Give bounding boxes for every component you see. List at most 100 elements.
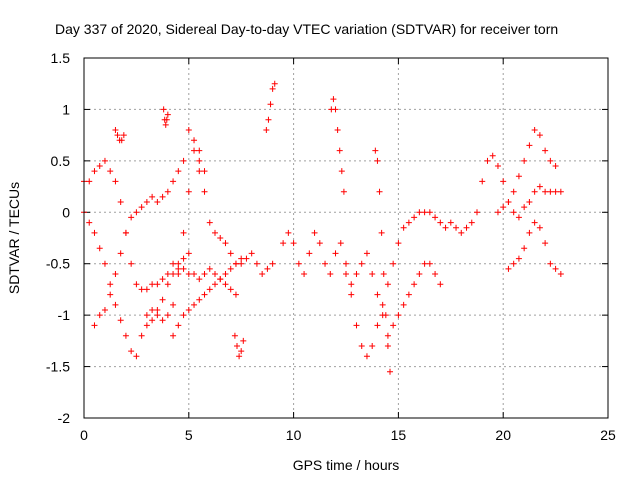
data-point xyxy=(185,188,192,195)
data-point xyxy=(175,265,182,272)
data-point xyxy=(267,101,274,108)
data-point xyxy=(374,291,381,298)
data-point xyxy=(526,142,533,149)
data-point xyxy=(306,250,313,257)
data-point xyxy=(437,281,444,288)
data-point xyxy=(369,343,376,349)
data-point xyxy=(269,85,276,92)
x-axis-label: GPS time / hours xyxy=(293,457,400,473)
x-tick-label: 20 xyxy=(495,427,511,443)
data-point xyxy=(526,229,533,236)
data-point xyxy=(191,147,198,154)
data-point xyxy=(159,317,166,324)
data-point xyxy=(149,317,156,324)
data-point xyxy=(336,147,343,154)
data-point xyxy=(426,209,433,216)
data-point xyxy=(118,137,125,144)
data-points xyxy=(81,80,564,375)
data-point xyxy=(378,229,385,236)
data-point xyxy=(505,199,512,205)
y-tick-label: 0 xyxy=(62,204,70,220)
data-point xyxy=(191,137,198,144)
data-point xyxy=(340,188,347,195)
data-point xyxy=(494,163,501,169)
data-point xyxy=(411,281,418,288)
data-point xyxy=(212,271,218,277)
series-5 xyxy=(143,265,239,329)
data-point xyxy=(374,322,381,329)
data-point xyxy=(206,265,213,272)
data-point xyxy=(521,157,528,164)
data-point xyxy=(227,265,234,272)
data-point xyxy=(162,121,169,128)
data-point xyxy=(143,322,150,329)
y-tick-label: -1.5 xyxy=(46,359,70,375)
data-point xyxy=(163,116,170,123)
data-point xyxy=(201,291,208,298)
data-point xyxy=(112,271,119,277)
data-point xyxy=(231,332,238,339)
data-point xyxy=(531,219,538,226)
data-point xyxy=(369,271,376,277)
data-point xyxy=(185,250,192,257)
data-point xyxy=(164,188,171,195)
data-point xyxy=(164,312,171,319)
data-point xyxy=(240,337,247,344)
y-axis-label: SDTVAR / TECUs xyxy=(6,182,22,294)
data-point xyxy=(180,157,187,164)
data-point xyxy=(154,281,161,288)
data-point xyxy=(416,209,423,216)
data-point xyxy=(348,281,355,288)
x-tick-label: 15 xyxy=(391,427,407,443)
data-point xyxy=(358,260,365,267)
data-point xyxy=(290,240,297,247)
data-point xyxy=(112,127,119,133)
data-point xyxy=(101,307,108,313)
data-point xyxy=(334,127,341,133)
data-point xyxy=(411,214,418,221)
plot-frame xyxy=(83,57,609,419)
data-point xyxy=(133,281,140,288)
data-point xyxy=(149,307,156,313)
data-point xyxy=(259,271,266,277)
data-point xyxy=(363,353,370,360)
data-point xyxy=(138,204,145,211)
data-point xyxy=(421,209,428,216)
data-point xyxy=(217,235,224,241)
data-point xyxy=(500,204,507,211)
data-point xyxy=(390,322,397,329)
grid-lines xyxy=(84,58,608,418)
data-point xyxy=(96,163,103,169)
data-point xyxy=(253,260,260,267)
data-point xyxy=(432,271,439,277)
data-point xyxy=(128,260,135,267)
data-point xyxy=(159,276,166,283)
data-point xyxy=(227,250,234,257)
data-point xyxy=(442,224,449,231)
data-point xyxy=(542,188,549,195)
data-point xyxy=(384,343,391,349)
series-11 xyxy=(328,96,347,195)
data-point xyxy=(138,286,145,293)
data-point xyxy=(353,322,360,329)
series-10 xyxy=(280,229,365,288)
data-point xyxy=(343,260,349,267)
data-point xyxy=(236,353,243,360)
data-point xyxy=(170,271,177,277)
data-point xyxy=(117,317,124,324)
data-point xyxy=(332,106,339,113)
y-tick-label: 0.5 xyxy=(51,153,71,169)
data-point xyxy=(232,260,239,267)
series-15 xyxy=(447,152,564,236)
data-point xyxy=(311,229,318,236)
data-point xyxy=(405,219,412,226)
data-point xyxy=(86,219,93,226)
data-point xyxy=(395,312,402,319)
series-9 xyxy=(263,80,278,133)
data-point xyxy=(363,250,370,257)
data-point xyxy=(170,301,177,308)
data-point xyxy=(238,255,245,262)
data-point xyxy=(91,229,98,236)
x-tick-label: 0 xyxy=(80,427,88,443)
data-point xyxy=(405,291,412,298)
